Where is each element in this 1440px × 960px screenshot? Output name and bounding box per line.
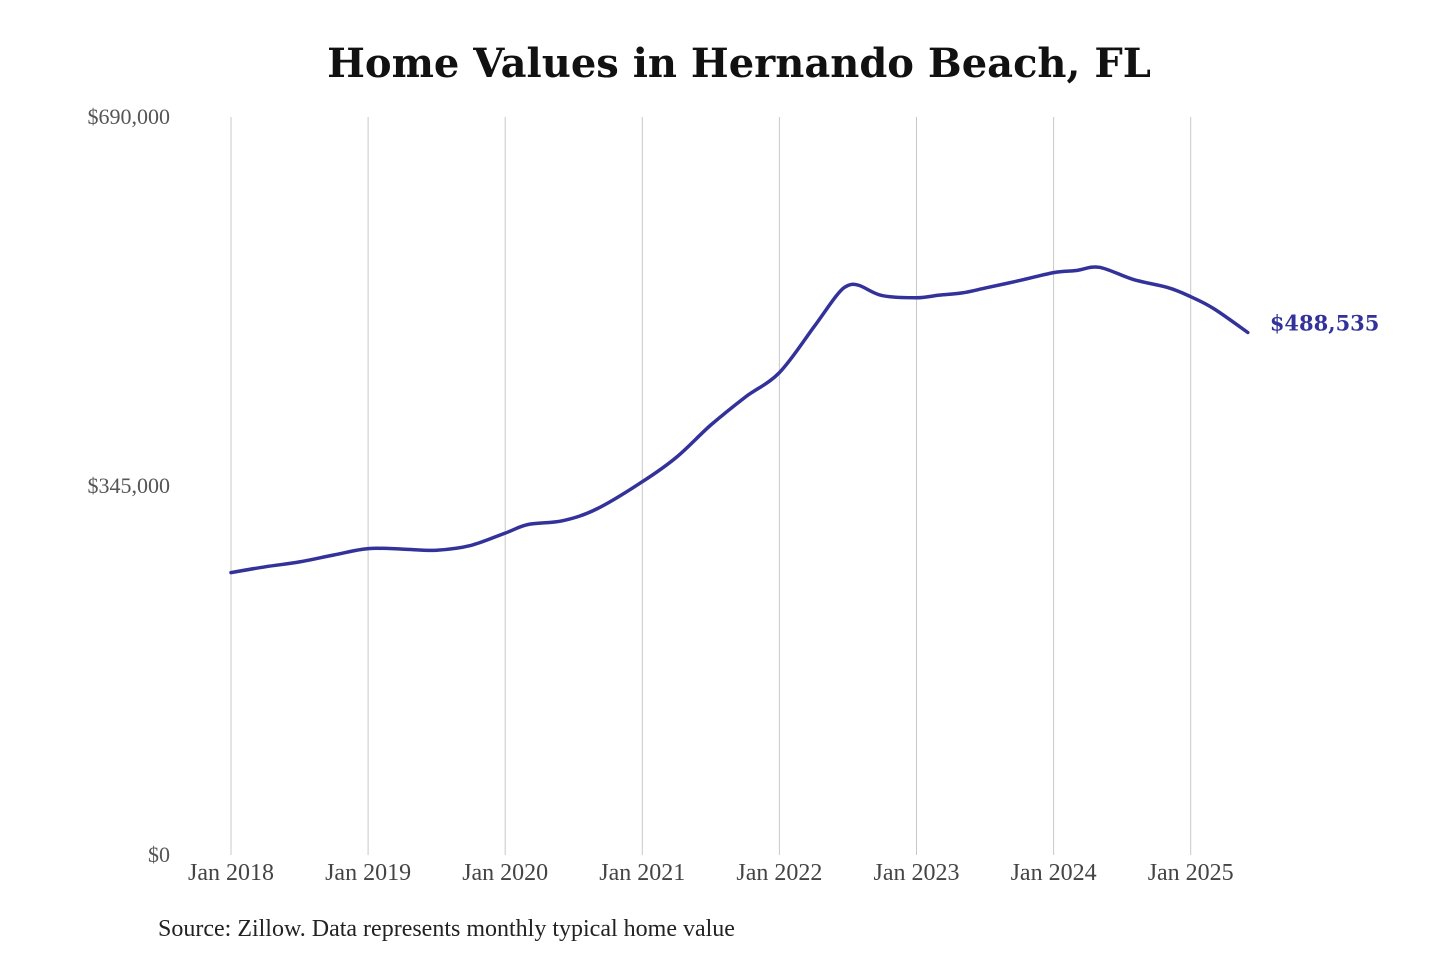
- x-tick-label: Jan 2020: [462, 860, 548, 886]
- series: [229, 265, 1250, 575]
- x-tick-label: Jan 2024: [1011, 860, 1097, 886]
- x-tick-label: Jan 2019: [325, 860, 411, 886]
- x-tick-label: Jan 2022: [736, 860, 822, 886]
- x-tick-label: Jan 2021: [599, 860, 685, 886]
- x-tick-label: Jan 2018: [188, 860, 274, 886]
- x-axis-ticks: Jan 2018 Jan 2019 Jan 2020 Jan 2021 Jan 2022…: [188, 860, 1234, 886]
- gridlines: [230, 117, 1192, 855]
- x-tick-label: Jan 2023: [874, 860, 960, 886]
- end-value-label: $488,535: [1270, 310, 1380, 335]
- y-tick-label: $690,000: [88, 104, 171, 129]
- chart-title: Home Values in Hernando Beach, FL: [327, 40, 1151, 87]
- y-tick-label: $0: [148, 842, 170, 867]
- source-note: Source: Zillow. Data represents monthly …: [158, 916, 735, 942]
- y-axis-ticks: $0 $345,000 $690,000: [88, 104, 171, 867]
- series-line-0: [229, 265, 1250, 575]
- x-tick-label: Jan 2025: [1148, 860, 1234, 886]
- y-tick-label: $345,000: [88, 473, 171, 498]
